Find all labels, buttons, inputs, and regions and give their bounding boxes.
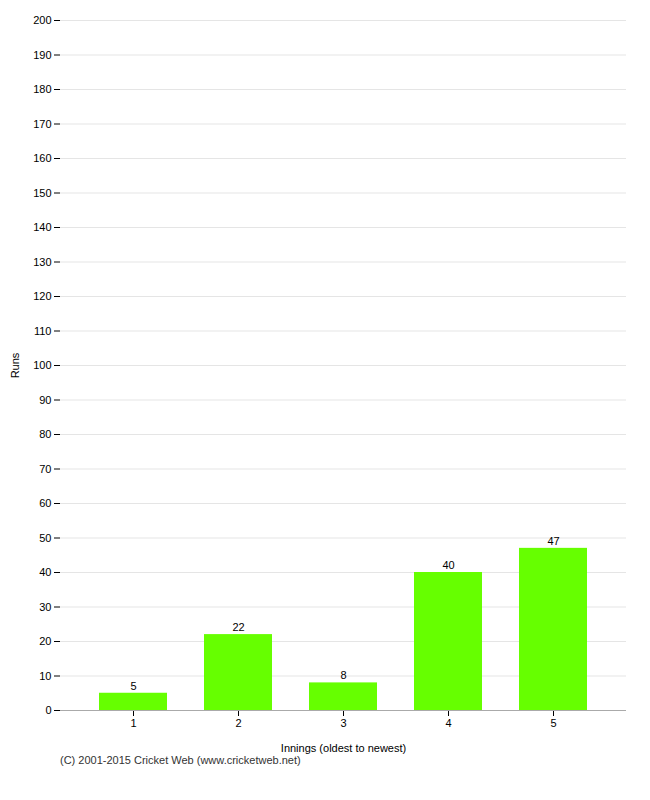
html-text:(C) 2001-2015 Cricket Web (www: (C) 2001-2015 Cricket Web (www.cricketwe… bbox=[60, 754, 301, 766]
svg-text:170: 170 bbox=[33, 118, 51, 130]
svg-text:70: 70 bbox=[39, 463, 51, 475]
svg-text:Runs: Runs bbox=[9, 352, 21, 378]
svg-text:160: 160 bbox=[33, 152, 51, 164]
svg-text:80: 80 bbox=[39, 428, 51, 440]
svg-text:110: 110 bbox=[34, 325, 52, 337]
svg-text:3: 3 bbox=[340, 717, 346, 729]
svg-text:10: 10 bbox=[39, 670, 51, 682]
svg-text:140: 140 bbox=[33, 221, 51, 233]
svg-text:5: 5 bbox=[550, 717, 556, 729]
svg-text:4: 4 bbox=[445, 717, 451, 729]
svg-text:50: 50 bbox=[39, 532, 51, 544]
svg-text:22: 22 bbox=[232, 621, 244, 633]
svg-text:130: 130 bbox=[33, 256, 51, 268]
svg-text:60: 60 bbox=[39, 497, 51, 509]
svg-text:47: 47 bbox=[547, 535, 559, 547]
svg-text:40: 40 bbox=[39, 566, 51, 578]
svg-text:0: 0 bbox=[45, 704, 51, 716]
svg-text:Innings (oldest to newest): Innings (oldest to newest) bbox=[281, 742, 406, 754]
svg-text:190: 190 bbox=[33, 49, 51, 61]
svg-text:180: 180 bbox=[33, 83, 51, 95]
svg-text:100: 100 bbox=[33, 359, 51, 371]
svg-text:20: 20 bbox=[39, 635, 51, 647]
svg-text:2: 2 bbox=[235, 717, 241, 729]
svg-text:5: 5 bbox=[130, 680, 136, 692]
svg-text:200: 200 bbox=[33, 14, 51, 26]
svg-text:150: 150 bbox=[33, 187, 51, 199]
svg-text:8: 8 bbox=[340, 669, 346, 681]
svg-text:1: 1 bbox=[130, 717, 136, 729]
svg-text:90: 90 bbox=[39, 394, 51, 406]
svg-text:120: 120 bbox=[33, 290, 51, 302]
svg-text:30: 30 bbox=[39, 601, 51, 613]
svg-text:40: 40 bbox=[442, 559, 454, 571]
